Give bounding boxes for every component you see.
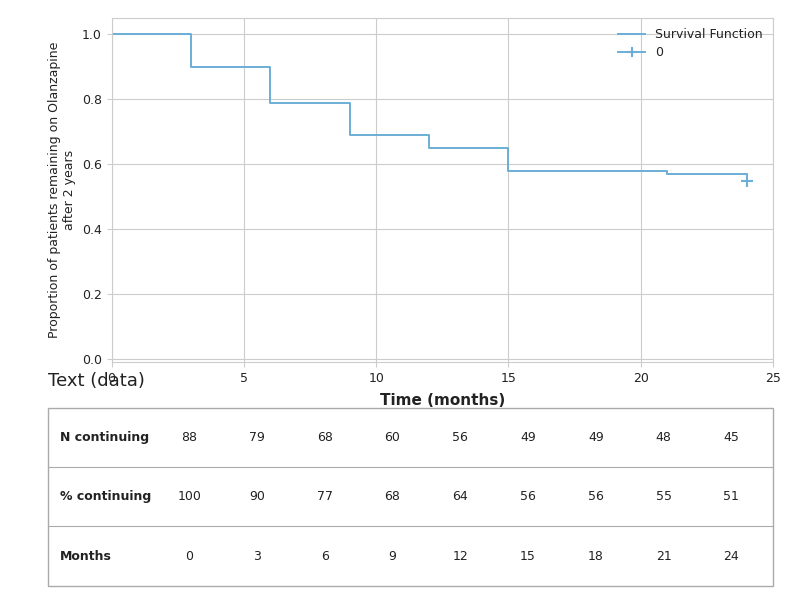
Text: 18: 18 (588, 550, 603, 563)
Text: 0: 0 (185, 550, 194, 563)
Text: 48: 48 (656, 431, 671, 444)
Text: 12: 12 (453, 550, 468, 563)
Text: Months: Months (60, 550, 112, 563)
Text: 79: 79 (249, 431, 265, 444)
Text: 9: 9 (389, 550, 396, 563)
Text: 88: 88 (181, 431, 198, 444)
Text: % continuing: % continuing (60, 490, 151, 503)
Text: 56: 56 (453, 431, 468, 444)
Text: 24: 24 (724, 550, 739, 563)
Text: N continuing: N continuing (60, 431, 149, 444)
Text: 68: 68 (385, 490, 400, 503)
Text: 6: 6 (321, 550, 328, 563)
X-axis label: Time (months): Time (months) (379, 393, 505, 408)
Text: 90: 90 (249, 490, 265, 503)
Text: 64: 64 (453, 490, 468, 503)
Legend: Survival Function, 0: Survival Function, 0 (614, 24, 767, 63)
Text: 49: 49 (588, 431, 603, 444)
Text: 49: 49 (520, 431, 536, 444)
Y-axis label: Proportion of patients remaining on Olanzapine
after 2 years: Proportion of patients remaining on Olan… (49, 42, 77, 338)
Text: 3: 3 (253, 550, 261, 563)
Text: 100: 100 (178, 490, 201, 503)
Text: 60: 60 (385, 431, 400, 444)
Text: 51: 51 (724, 490, 739, 503)
Text: 21: 21 (656, 550, 671, 563)
Text: 68: 68 (317, 431, 332, 444)
Text: 15: 15 (520, 550, 536, 563)
Text: 56: 56 (588, 490, 603, 503)
Text: Text (data): Text (data) (48, 371, 145, 390)
Text: 56: 56 (520, 490, 536, 503)
Text: 77: 77 (316, 490, 333, 503)
Text: 45: 45 (724, 431, 739, 444)
Text: 55: 55 (655, 490, 672, 503)
